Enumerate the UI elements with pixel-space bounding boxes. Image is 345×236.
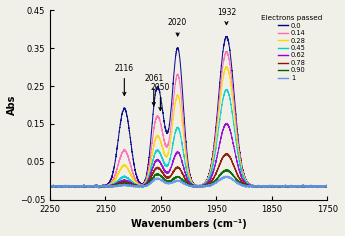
X-axis label: Wavenumbers (cm⁻¹): Wavenumbers (cm⁻¹) [131, 219, 247, 229]
Text: 2050: 2050 [151, 83, 170, 110]
Text: 1932: 1932 [217, 8, 236, 25]
Text: 2116: 2116 [115, 64, 134, 95]
Text: 2061: 2061 [144, 74, 164, 105]
Text: 2020: 2020 [168, 18, 187, 36]
Y-axis label: Abs: Abs [7, 95, 17, 115]
Legend: 0.0, 0.14, 0.28, 0.45, 0.62, 0.78, 0.90, 1: 0.0, 0.14, 0.28, 0.45, 0.62, 0.78, 0.90,… [260, 14, 324, 82]
